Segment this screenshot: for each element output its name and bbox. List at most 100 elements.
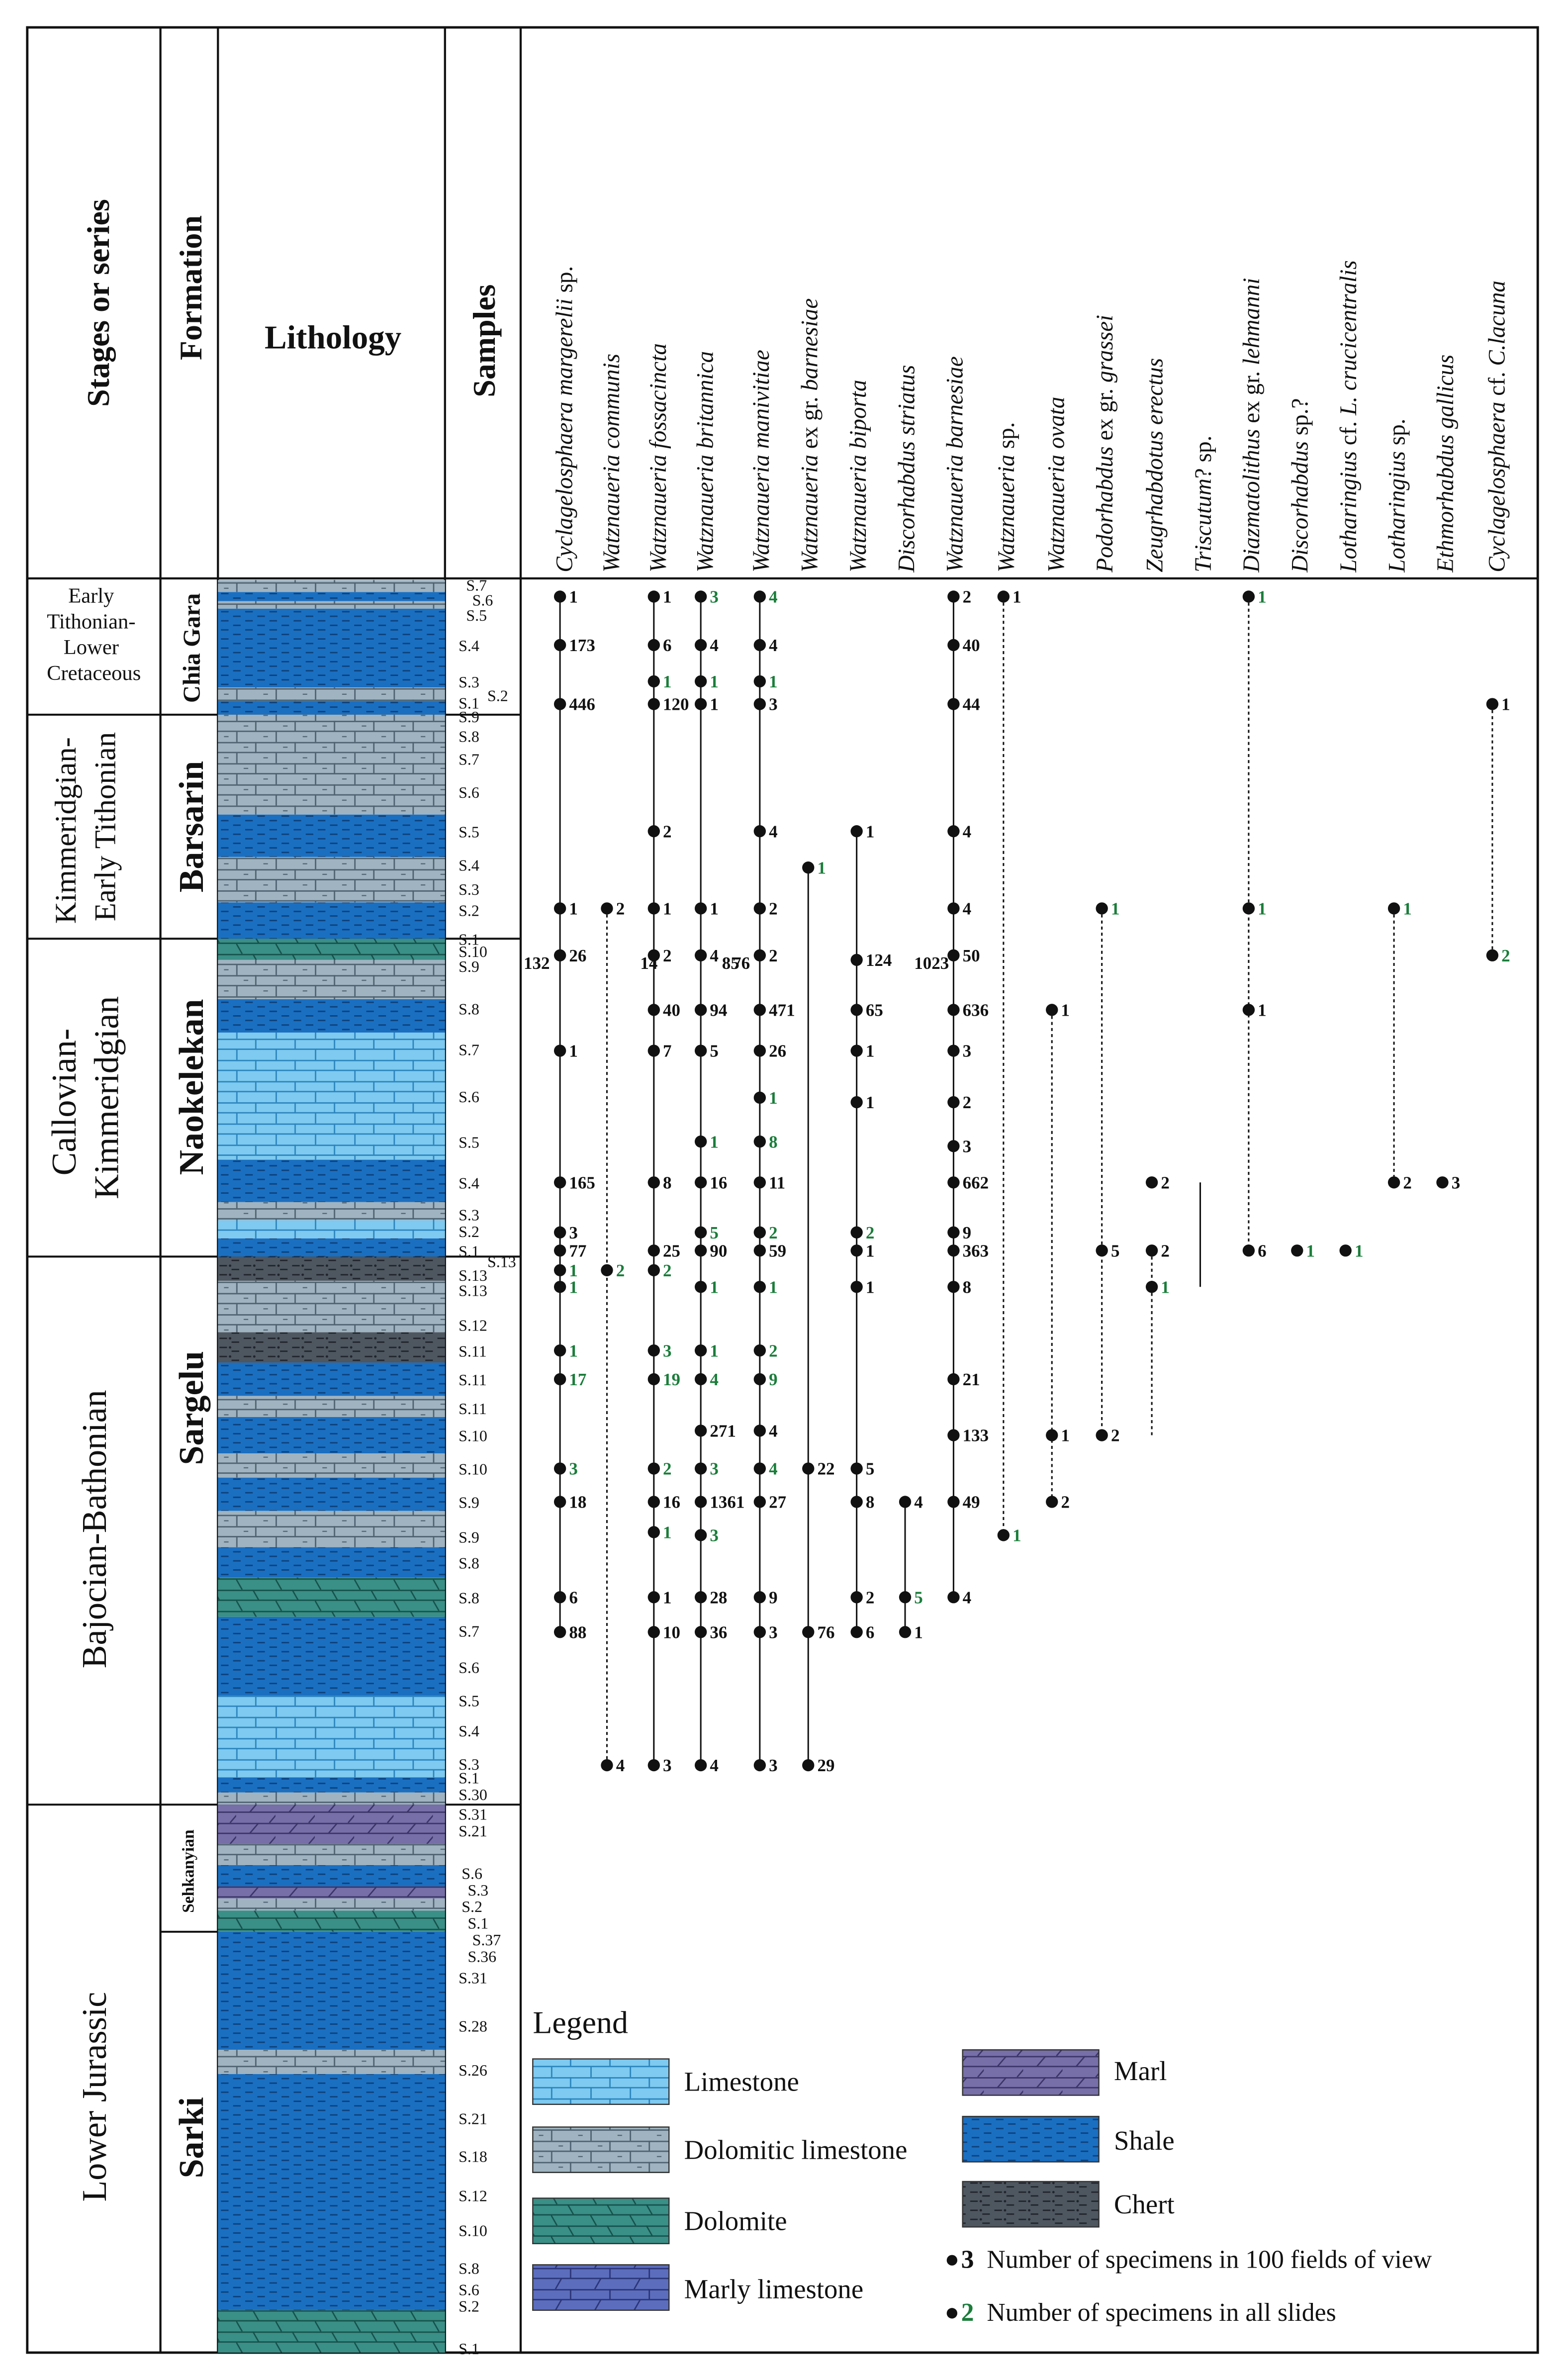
legend-swatch-shale bbox=[962, 2115, 1100, 2163]
occurrence-count: 173 bbox=[569, 636, 595, 655]
occurrence-dot bbox=[647, 1244, 660, 1257]
sample-label: S.7 bbox=[459, 1042, 479, 1059]
species-headers: Cyclagelosphaera margerelii sp. Watznaue… bbox=[552, 260, 1510, 572]
occurrence-count: 28 bbox=[710, 1588, 727, 1607]
occurrence-count: 1 bbox=[769, 672, 778, 691]
occurrence-dot bbox=[694, 1529, 707, 1541]
occurrence-count: 65 bbox=[866, 1000, 883, 1020]
occurrence-count: 3 bbox=[569, 1223, 577, 1242]
species-header: Watznaueria sp. bbox=[994, 422, 1019, 572]
occurrence-count: 1 bbox=[663, 1588, 672, 1607]
occurrence-count: 271 bbox=[710, 1422, 736, 1441]
layer-dolomitic bbox=[218, 714, 445, 815]
occurrence-dot bbox=[1046, 1496, 1058, 1508]
occurrence-dot bbox=[947, 1281, 960, 1293]
occurrence-dot bbox=[694, 1244, 707, 1257]
sample-label: S.11 bbox=[459, 1371, 486, 1389]
occurrence-dot bbox=[753, 1373, 766, 1386]
occurrence-count: 3 bbox=[963, 1137, 972, 1156]
occurrence-count: 2 bbox=[1111, 1426, 1120, 1445]
sample-label: S.30 bbox=[459, 1786, 487, 1804]
occurrence-dot bbox=[647, 902, 660, 915]
occurrence-dot bbox=[647, 1344, 660, 1357]
layer-shale bbox=[218, 814, 445, 857]
occurrence-count: 165 bbox=[569, 1173, 595, 1192]
occurrence-count: 133 bbox=[963, 1426, 989, 1445]
species-header: Discorhabdus sp.? bbox=[1288, 398, 1313, 573]
species-header: Diazmatolithus ex gr. lehmanni bbox=[1239, 278, 1265, 573]
layer-shale bbox=[218, 608, 445, 688]
species-header: Discorhabdus striatus bbox=[894, 365, 920, 573]
occurrence-count: 132 bbox=[524, 953, 550, 973]
occurrence-count: 1 bbox=[1061, 1426, 1070, 1445]
occurrence-dot bbox=[850, 1096, 863, 1109]
occurrence-dot bbox=[899, 1626, 912, 1638]
layer-dolomitic bbox=[218, 1396, 445, 1418]
occurrence-count: 1 bbox=[663, 899, 672, 919]
occurrence-dot bbox=[1096, 1244, 1108, 1257]
occurrence-count: 77 bbox=[569, 1241, 586, 1260]
layer-shale bbox=[218, 1477, 445, 1511]
sample-label: S.11 bbox=[459, 1400, 486, 1418]
layer-shale bbox=[218, 1931, 445, 2050]
occurrence-dot bbox=[753, 639, 766, 652]
occurrence-dot bbox=[1242, 902, 1255, 915]
occurrence-count: 1 bbox=[569, 1341, 577, 1360]
sample-label: S.8 bbox=[459, 728, 479, 746]
formation-label: Sargelu bbox=[173, 1351, 211, 1465]
layer-dolomitic bbox=[218, 601, 445, 609]
sample-label: S.6 bbox=[459, 1088, 479, 1106]
occurrence-count: 1 bbox=[769, 1088, 778, 1108]
occurrence-dot bbox=[753, 949, 766, 961]
sample-label: S.1 bbox=[467, 1915, 488, 1932]
layer-chert bbox=[218, 1332, 445, 1363]
occurrence-dot bbox=[553, 1591, 566, 1604]
occurrence-count: 1 bbox=[866, 1093, 875, 1112]
occurrence-dot bbox=[753, 1135, 766, 1148]
occurrence-count: 11 bbox=[769, 1173, 785, 1192]
species-header: Podorhabdus ex gr. grassei bbox=[1092, 315, 1118, 573]
occurrence-count: 1 bbox=[710, 1132, 719, 1151]
layer-shale bbox=[218, 1865, 445, 1887]
occurrence-count: 1 bbox=[1111, 899, 1120, 919]
occurrence-count: 3 bbox=[663, 1341, 672, 1360]
occurrence-dot bbox=[753, 1344, 766, 1357]
occurrence-dot bbox=[753, 1759, 766, 1772]
occurrence-count: 4 bbox=[710, 1370, 719, 1389]
occurrence-count: 1 bbox=[1061, 1000, 1070, 1020]
occurrence-dot bbox=[850, 1226, 863, 1238]
occurrence-dot bbox=[647, 1626, 660, 1638]
occurrence-count: 1 bbox=[663, 1523, 672, 1542]
occurrence-count: 1 bbox=[569, 899, 577, 919]
sample-label: S.5 bbox=[459, 823, 479, 841]
occurrence-dot bbox=[1242, 1244, 1255, 1257]
occurrence-count: 6 bbox=[866, 1622, 875, 1642]
layer-chert bbox=[218, 1256, 445, 1281]
sample-label: S.9 bbox=[459, 1529, 479, 1546]
occurrence-count: 4 bbox=[710, 636, 719, 655]
sample-label: S.8 bbox=[459, 1589, 479, 1607]
sample-label: S.2 bbox=[459, 2298, 479, 2315]
occurrence-count: 2 bbox=[769, 946, 778, 965]
occurrence-count: 5 bbox=[710, 1042, 719, 1061]
layer-dolomitic bbox=[218, 1453, 445, 1478]
legend-swatch-chert bbox=[962, 2181, 1100, 2228]
occurrence-dot bbox=[1486, 949, 1499, 961]
occurrence-dot bbox=[947, 1244, 960, 1257]
sample-label: S.2 bbox=[461, 1898, 482, 1915]
occurrence-dot bbox=[553, 698, 566, 710]
formation-label: Sarki bbox=[173, 2097, 211, 2178]
occurrence-count: 18 bbox=[569, 1493, 586, 1512]
occurrence-dot bbox=[553, 1244, 566, 1257]
occurrence-dot bbox=[694, 1135, 707, 1148]
occurrence-count: 636 bbox=[963, 1000, 989, 1020]
sample-label: S.8 bbox=[459, 1000, 479, 1018]
occurrence-count: 1 bbox=[866, 822, 875, 841]
occurrence-dot bbox=[694, 1226, 707, 1238]
occurrence-dot bbox=[753, 1004, 766, 1016]
sample-label: S.21 bbox=[459, 1822, 487, 1840]
occurrence-dot bbox=[647, 1264, 660, 1276]
occurrence-count: 50 bbox=[963, 946, 980, 965]
layer-shale bbox=[218, 592, 445, 601]
sample-label: S.13 bbox=[487, 1253, 516, 1271]
